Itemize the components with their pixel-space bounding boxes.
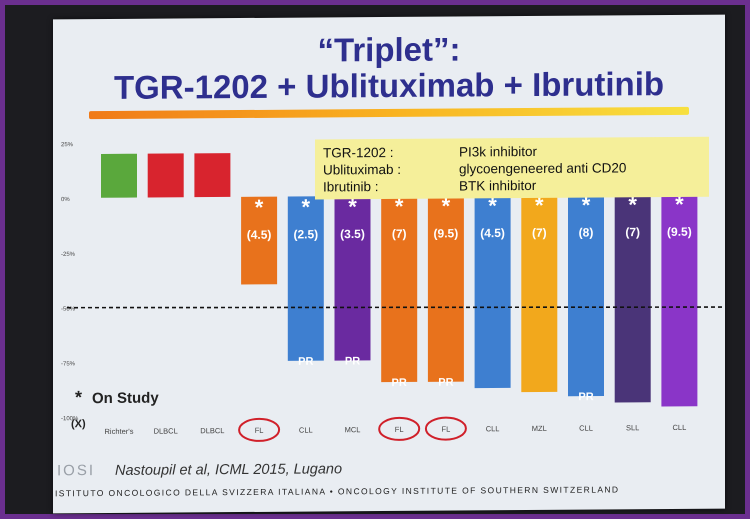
y-tick-label: -25% [61,252,76,258]
category-label: DLBCL [154,426,178,435]
asterisk-icon: * [75,387,83,408]
bar [241,196,278,285]
response-label: PR [438,377,453,389]
bar [147,153,184,198]
on-study-label: On Study [92,389,159,408]
response-label: PR [392,377,407,389]
response-label: PR [578,391,593,403]
legend-name: TGR-1202 : [323,144,394,161]
legend-row-ibrutinib: Ibrutinib : BTK inhibitor [323,177,713,198]
category-label: CLL [673,423,687,432]
bar-value-label: (4.5) [247,228,272,242]
bar [427,195,464,382]
presentation-slide: “Triplet”: TGR-1202 + Ublituximab + Ibru… [53,14,725,514]
on-study-asterisk: * [582,192,591,217]
y-tick-label: -50% [61,307,76,313]
legend-desc: glycoengeneered anti CD20 [459,160,627,177]
on-study-asterisk: * [395,194,404,219]
y-tick-label: -75% [61,361,76,367]
category-label: CLL [579,424,593,433]
bar-value-label: (2.5) [293,227,318,241]
on-study-asterisk: * [488,193,497,218]
legend-name: Ublituximab : [323,161,402,178]
circle-highlight [424,416,467,441]
citation: Nastoupil et al, ICML 2015, Lugano [115,461,343,479]
bar-value-label: (7) [625,225,640,239]
bar [194,153,231,198]
x-prefix-label: (X) [71,418,86,430]
bar-value-label: (9.5) [434,226,459,240]
category-label: CLL [486,424,500,433]
y-tick-label: -100% [61,416,79,422]
on-study-asterisk: * [675,192,684,217]
category-label: MZL [532,424,547,433]
circle-highlight [238,417,281,442]
bar [334,195,371,361]
on-study-asterisk: * [302,194,311,219]
reference-line [66,306,724,309]
bar-value-label: (7) [392,227,407,241]
bar-value-label: (9.5) [667,225,692,239]
on-study-asterisk: * [442,193,451,218]
category-label: DLBCL [200,426,224,435]
category-label: Richter's [105,427,134,436]
bar [287,196,324,361]
bar [101,153,137,198]
category-label: SLL [626,423,639,432]
response-label: PR [345,355,360,367]
bar [661,193,698,407]
category-label: MCL [345,425,361,434]
legend-desc: PI3k inhibitor [459,143,538,160]
waterfall-chart: 25% 0% -25% -50% -75% -100% Richter's DLBCL DLBC… [61,142,724,442]
bar-value-label: (7) [532,226,547,240]
on-study-asterisk: * [628,192,637,217]
on-study-asterisk: * [348,194,357,219]
y-tick-label: 25% [61,142,74,148]
bar [568,194,604,397]
category-label: CLL [299,426,313,435]
iosi-logo: IOSI [57,462,96,480]
y-tick-label: 0% [61,197,70,203]
bar [521,194,558,393]
circle-highlight [378,416,421,441]
category-label: FL [255,426,264,435]
bar [381,195,418,383]
legend-name: Ibrutinib : [323,179,379,195]
bar [614,193,651,403]
legend-desc: BTK inhibitor [459,177,537,194]
category-label: FL [395,425,404,434]
bar-value-label: (8) [579,225,594,239]
drug-legend-box: TGR-1202 : PI3k inhibitor Ublituximab : … [315,136,709,200]
bar [474,194,511,389]
bar-value-label: (3.5) [340,227,365,241]
on-study-asterisk: * [255,195,264,220]
category-label: FL [442,425,451,434]
on-study-note: * On Study [75,387,159,409]
on-study-asterisk: * [535,193,544,218]
bar-value-label: (4.5) [480,226,505,240]
response-label: PR [298,356,313,368]
